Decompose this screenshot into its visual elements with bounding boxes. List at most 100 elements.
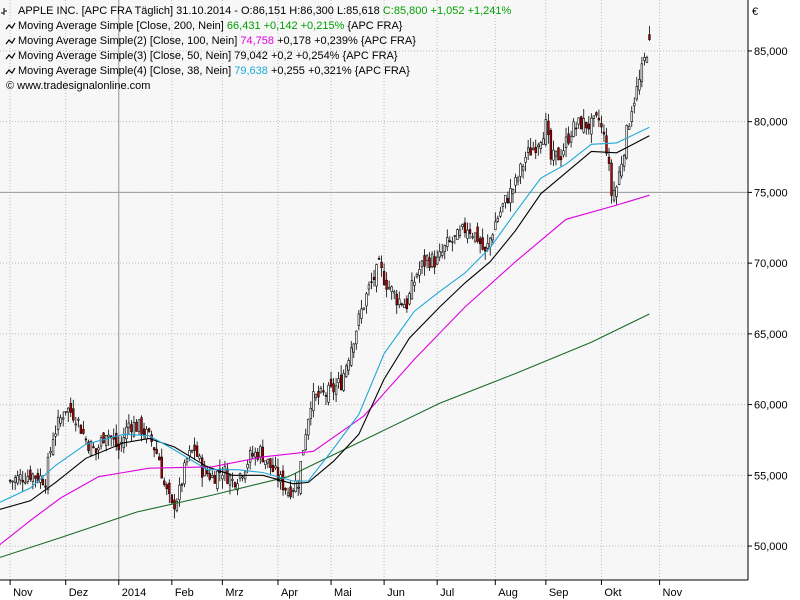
candle xyxy=(413,276,416,292)
candle xyxy=(97,444,100,460)
y-tick-label: 55,000 xyxy=(754,470,788,482)
legend-entry: Moving Average Simple(2) [Close, 100, Ne… xyxy=(18,35,416,47)
candle xyxy=(466,222,469,244)
candle xyxy=(152,447,156,458)
candle xyxy=(8,479,12,484)
candle xyxy=(274,456,277,471)
candle xyxy=(284,487,287,495)
candle xyxy=(324,392,328,406)
candle xyxy=(582,109,585,134)
candle xyxy=(524,151,527,172)
candle xyxy=(322,382,325,396)
plot-area xyxy=(0,0,748,580)
candle xyxy=(395,289,398,314)
candle xyxy=(441,243,444,259)
candle xyxy=(299,461,302,496)
candle xyxy=(453,235,457,245)
candle xyxy=(329,371,333,389)
candle xyxy=(291,487,295,499)
candle xyxy=(319,385,323,394)
candle xyxy=(612,181,616,203)
candle xyxy=(506,191,510,204)
candle xyxy=(102,432,105,444)
legend-entry: APPLE INC. [APC FRA Täglich] 31.10.2014 … xyxy=(18,5,512,17)
candle xyxy=(317,385,320,405)
candle xyxy=(605,127,608,156)
candle xyxy=(155,440,158,455)
candle xyxy=(137,419,141,436)
candle xyxy=(130,419,133,442)
x-tick-label: Mrz xyxy=(225,587,243,599)
candle xyxy=(534,139,537,159)
candle xyxy=(516,175,520,186)
candle xyxy=(410,272,414,300)
candle xyxy=(572,118,575,138)
candle xyxy=(451,236,454,252)
candle xyxy=(529,137,532,156)
candle xyxy=(347,357,350,376)
candle xyxy=(398,291,401,309)
candle xyxy=(309,401,313,426)
candle xyxy=(438,243,441,262)
candle xyxy=(400,302,403,307)
candle xyxy=(342,369,345,392)
candle xyxy=(304,428,307,451)
candle xyxy=(135,419,138,432)
candle xyxy=(198,453,201,461)
candle xyxy=(521,163,525,179)
candle xyxy=(168,479,171,504)
candle xyxy=(461,223,464,230)
candle xyxy=(403,298,406,309)
legend-entry: Moving Average Simple [Close, 200, Nein]… xyxy=(18,20,403,32)
candle xyxy=(499,206,502,219)
candle xyxy=(423,249,426,276)
candle xyxy=(104,435,108,452)
candle xyxy=(590,113,593,143)
candle xyxy=(44,479,47,494)
candle xyxy=(69,397,72,418)
candle xyxy=(633,97,636,114)
candle xyxy=(496,215,500,223)
candle xyxy=(213,470,216,484)
candle xyxy=(26,469,29,485)
candle xyxy=(29,465,32,482)
candle xyxy=(271,457,275,473)
candle xyxy=(602,124,606,142)
candle xyxy=(365,291,368,314)
legend-icon xyxy=(5,67,16,75)
candle xyxy=(334,377,338,403)
moving-averages xyxy=(0,126,650,558)
candle xyxy=(446,229,449,251)
candle xyxy=(428,252,431,272)
x-tick-label: Mai xyxy=(334,587,352,599)
candle xyxy=(216,470,219,492)
candle xyxy=(643,52,646,66)
y-tick-label: 75,000 xyxy=(754,187,788,199)
candle xyxy=(610,159,613,204)
x-tick-label: Feb xyxy=(175,587,194,599)
candle xyxy=(170,494,174,505)
candle xyxy=(405,295,409,313)
candle xyxy=(357,309,361,331)
candle xyxy=(221,466,224,489)
candle xyxy=(385,272,388,298)
candle xyxy=(67,407,70,422)
candle xyxy=(127,414,131,435)
candle xyxy=(147,427,151,434)
candle xyxy=(491,232,494,244)
x-tick-label: Nov xyxy=(13,587,33,599)
x-tick-label: Aug xyxy=(498,587,518,599)
candle xyxy=(31,472,35,490)
candle xyxy=(158,453,161,461)
candle xyxy=(59,414,62,427)
candle xyxy=(519,162,522,184)
candle xyxy=(211,470,214,479)
y-tick-label: 70,000 xyxy=(754,258,788,270)
candle xyxy=(375,263,378,293)
candle xyxy=(592,115,596,128)
candle xyxy=(549,127,553,166)
candle xyxy=(367,281,371,296)
candle xyxy=(547,113,550,144)
candle xyxy=(486,234,489,252)
